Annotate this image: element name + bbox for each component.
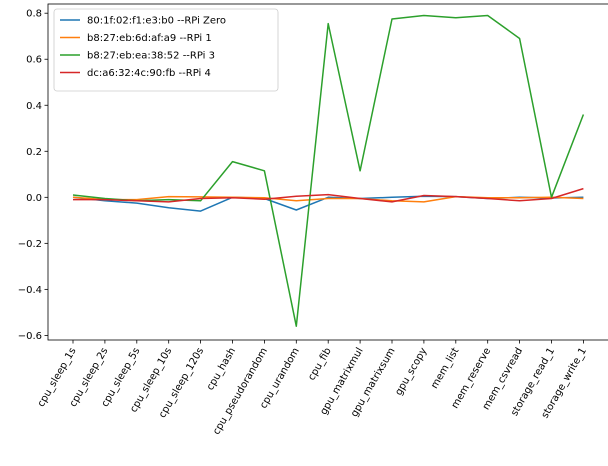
y-tick-label: −0.4 bbox=[18, 285, 42, 296]
x-tick-label: gpu_scopy bbox=[393, 346, 429, 398]
series-line-1 bbox=[72, 195, 584, 203]
legend-box bbox=[53, 8, 279, 92]
y-tick-label: 0.6 bbox=[26, 55, 42, 66]
x-tick-label: mem_list bbox=[429, 346, 461, 391]
legend: 80:1f:02:f1:e3:b0 --RPi Zero b8:27:eb:6d:… bbox=[53, 8, 279, 92]
legend-label: 80:1f:02:f1:e3:b0 --RPi Zero bbox=[87, 16, 226, 27]
plot-area bbox=[47, 3, 608, 341]
y-axis: −0.6 −0.4 −0.2 0.0 0.2 0.4 0.6 0.8 bbox=[18, 9, 48, 342]
legend-label: b8:27:eb:ea:38:52 --RPi 3 bbox=[87, 51, 215, 62]
legend-label: b8:27:eb:6d:af:a9 --RPi 1 bbox=[87, 33, 212, 44]
y-tick-label: −0.2 bbox=[18, 239, 42, 250]
series-layer bbox=[72, 14, 585, 327]
legend-label: dc:a6:32:4c:90:fb --RPi 4 bbox=[87, 68, 211, 79]
y-tick-label: 0.2 bbox=[26, 147, 42, 158]
y-tick-label: −0.6 bbox=[18, 331, 42, 342]
y-tick-label: 0.8 bbox=[26, 9, 42, 20]
series-line-2 bbox=[72, 14, 585, 327]
axes-frame bbox=[47, 3, 608, 341]
y-tick-label: 0.4 bbox=[26, 101, 42, 112]
y-tick-label: 0.0 bbox=[26, 193, 42, 204]
x-axis: cpu_sleep_1scpu_sleep_2scpu_sleep_5scpu_… bbox=[36, 340, 589, 437]
series-line-3 bbox=[73, 187, 584, 203]
x-tick-label: cpu_fib bbox=[306, 346, 333, 383]
x-tick-label: cpu_hash bbox=[205, 346, 238, 392]
